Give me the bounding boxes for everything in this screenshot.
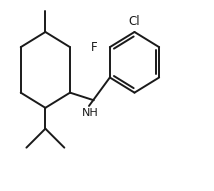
Text: NH: NH	[82, 108, 98, 118]
Text: Cl: Cl	[129, 15, 140, 28]
Text: F: F	[91, 41, 98, 54]
